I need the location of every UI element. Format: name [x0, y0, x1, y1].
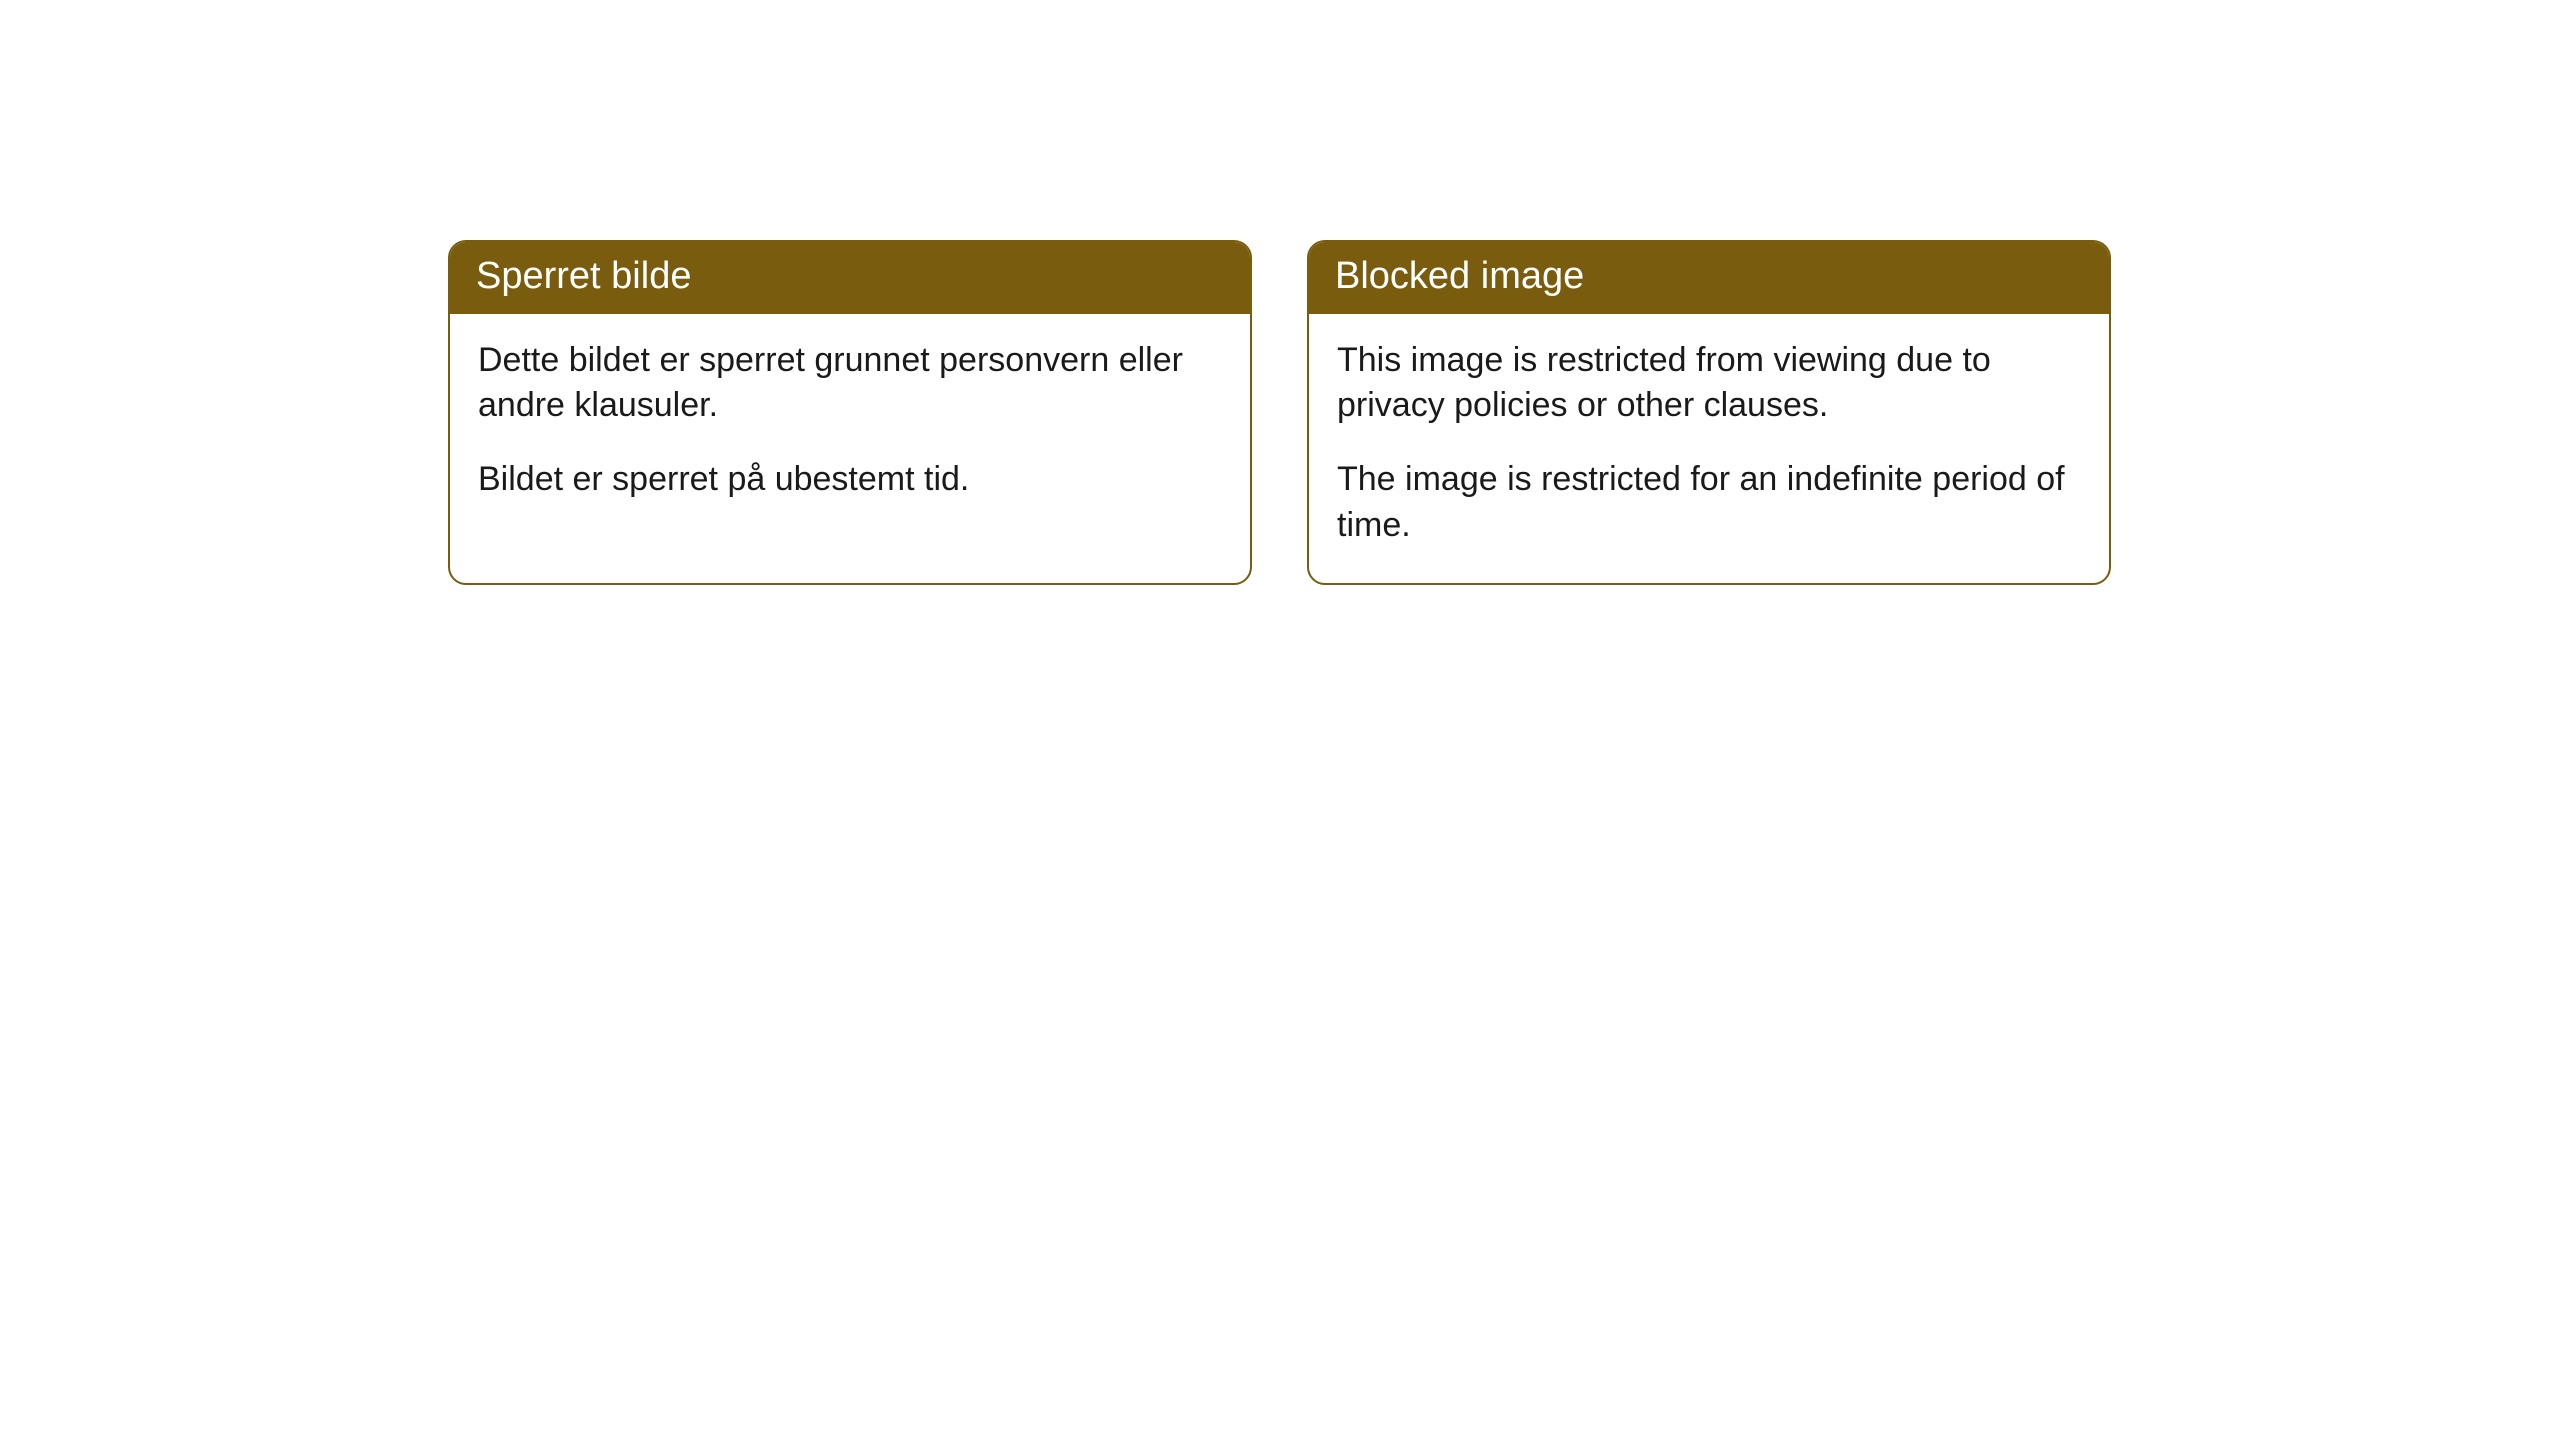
card-paragraph-1-no: Dette bildet er sperret grunnet personve…: [478, 338, 1222, 430]
card-body-en: This image is restricted from viewing du…: [1309, 314, 2109, 584]
card-header-en: Blocked image: [1309, 242, 2109, 314]
blocked-image-card-en: Blocked image This image is restricted f…: [1307, 240, 2111, 585]
card-header-no: Sperret bilde: [450, 242, 1250, 314]
card-paragraph-2-en: The image is restricted for an indefinit…: [1337, 457, 2081, 549]
card-paragraph-2-no: Bildet er sperret på ubestemt tid.: [478, 457, 1222, 503]
card-body-no: Dette bildet er sperret grunnet personve…: [450, 314, 1250, 538]
cards-container: Sperret bilde Dette bildet er sperret gr…: [448, 240, 2111, 585]
blocked-image-card-no: Sperret bilde Dette bildet er sperret gr…: [448, 240, 1252, 585]
card-paragraph-1-en: This image is restricted from viewing du…: [1337, 338, 2081, 430]
